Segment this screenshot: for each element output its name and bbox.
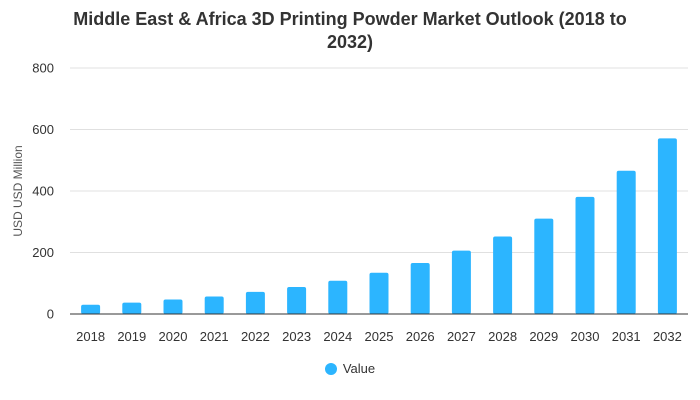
x-tick-label: 2031 <box>612 329 641 344</box>
x-tick-label: 2027 <box>447 329 476 344</box>
gridlines <box>70 67 688 253</box>
bar-2030[interactable] <box>575 196 595 314</box>
y-tick-label: 400 <box>32 184 54 199</box>
x-tick-label: 2030 <box>571 329 600 344</box>
bar-2018[interactable] <box>81 304 101 314</box>
bar-2024[interactable] <box>328 280 348 314</box>
bar-2029[interactable] <box>534 218 554 314</box>
x-tick-label: 2018 <box>76 329 105 344</box>
x-tick-label: 2032 <box>653 329 682 344</box>
y-tick-label: 800 <box>32 61 54 76</box>
x-tick-label: 2029 <box>529 329 558 344</box>
bar-2026[interactable] <box>410 262 430 314</box>
bar-2031[interactable] <box>616 170 636 314</box>
x-tick-label: 2022 <box>241 329 270 344</box>
bar-2022[interactable] <box>245 291 265 314</box>
x-tick-label: 2023 <box>282 329 311 344</box>
legend-item-value[interactable]: Value <box>324 361 376 376</box>
x-tick-label: 2020 <box>159 329 188 344</box>
y-axis-tick-labels: 0 200 400 600 800 <box>32 61 54 322</box>
chart-title-line-2: 2032) <box>326 32 374 52</box>
x-tick-label: 2021 <box>200 329 229 344</box>
chart-title-line-1: Middle East & Africa 3D Printing Powder … <box>73 9 627 29</box>
x-tick-label: 2019 <box>117 329 146 344</box>
legend-swatch-icon <box>324 362 337 375</box>
x-axis-tick-labels: 2018 2019 2020 2021 2022 2023 2024 2025 2026 2027… <box>76 329 682 344</box>
y-tick-label: 200 <box>32 245 54 260</box>
y-axis-title: USD USD Million <box>11 145 25 236</box>
bar-2021[interactable] <box>204 296 224 314</box>
y-tick-label: 0 <box>47 307 54 322</box>
bar-2020[interactable] <box>163 299 183 314</box>
bar-2027[interactable] <box>451 250 471 314</box>
legend: Value <box>0 361 700 378</box>
y-tick-label: 600 <box>32 122 54 137</box>
legend-label: Value <box>342 361 376 376</box>
bar-2028[interactable] <box>493 236 513 314</box>
x-tick-label: 2024 <box>323 329 352 344</box>
x-tick-label: 2026 <box>406 329 435 344</box>
bar-2023[interactable] <box>287 286 307 314</box>
x-tick-label: 2028 <box>488 329 517 344</box>
bar-2025[interactable] <box>369 272 389 314</box>
x-tick-label: 2025 <box>365 329 394 344</box>
bars <box>81 138 677 314</box>
chart-title: Middle East & Africa 3D Printing Powder … <box>0 8 700 54</box>
bar-2032[interactable] <box>657 138 677 314</box>
bar-2019[interactable] <box>122 302 142 314</box>
